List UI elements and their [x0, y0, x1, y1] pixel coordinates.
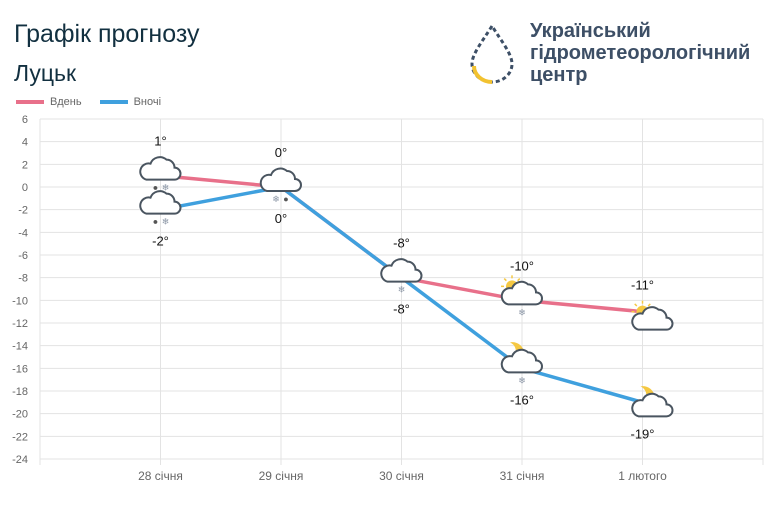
data-label-day: -10° — [510, 258, 534, 273]
moon-cloud-icon — [631, 386, 674, 418]
y-tick-label: -8 — [18, 273, 28, 285]
x-tick-label: 30 січня — [379, 469, 424, 483]
snowflake-icon: ❄ — [272, 194, 280, 204]
x-tick-label: 31 січня — [500, 469, 545, 483]
y-tick-label: -4 — [18, 227, 28, 239]
y-tick-label: -12 — [12, 318, 28, 330]
data-label-night: 0° — [275, 211, 287, 226]
data-label-day: -8° — [393, 236, 410, 251]
y-tick-label: 4 — [22, 137, 28, 149]
org-line: центр — [530, 64, 588, 86]
cloud-rain-snow-icon: ● ❄ — [139, 190, 182, 227]
y-tick-label: 6 — [22, 114, 28, 126]
snowflake-icon: ❄ — [398, 285, 406, 295]
x-tick-label: 29 січня — [259, 469, 304, 483]
cloud-icon — [139, 190, 182, 215]
drop-icon: ● — [283, 194, 288, 204]
snowflake-icon: ❄ — [518, 375, 526, 385]
cloud-snow-rain-icon: ❄ ● — [259, 167, 302, 204]
cloud-icon — [259, 167, 302, 192]
y-tick-label: -24 — [12, 454, 28, 466]
y-tick-label: 2 — [22, 159, 28, 171]
org-name: Український гідрометеорологічний центр — [530, 20, 750, 86]
legend-swatch-night[interactable] — [99, 100, 128, 104]
sun-ray — [503, 278, 507, 282]
x-tick-label: 28 січня — [138, 469, 183, 483]
cloud-snow-icon: ❄ — [380, 258, 423, 295]
legend-label-night[interactable]: Вночі — [133, 96, 162, 108]
ugmc-logo — [470, 24, 514, 84]
data-label-day: 1° — [154, 134, 166, 149]
snowflake-icon: ❄ — [162, 183, 170, 193]
drop-icon: ● — [153, 183, 158, 193]
y-tick-label: -6 — [18, 250, 28, 262]
y-tick-label: -10 — [12, 295, 28, 307]
y-tick-label: -20 — [12, 409, 28, 421]
legend-swatch-day[interactable] — [16, 100, 44, 104]
cloud-icon — [631, 306, 674, 331]
y-tick-label: -2 — [18, 205, 28, 217]
snowflake-icon: ❄ — [162, 217, 170, 227]
data-label-night: -8° — [393, 302, 410, 317]
legend-label-day[interactable]: Вдень — [50, 96, 82, 108]
legend: Вдень Вночі — [16, 96, 161, 108]
data-label-day: -11° — [631, 278, 654, 293]
y-tick-label: 0 — [22, 182, 28, 194]
cloud-icon — [500, 280, 543, 306]
cloud-icon — [500, 348, 543, 374]
city-name: Луцьк — [14, 60, 77, 86]
y-tick-label: -14 — [12, 341, 28, 353]
cloud-icon — [380, 258, 423, 283]
org-line: Український — [530, 20, 651, 42]
cloud-icon — [139, 156, 182, 181]
y-tick-label: -16 — [12, 363, 28, 375]
sun-ray — [517, 278, 521, 282]
y-tick-label: -18 — [12, 386, 28, 398]
sun-ray — [634, 303, 638, 307]
cloud-icon — [631, 392, 674, 418]
data-label-night: -2° — [152, 234, 169, 249]
y-tick-label: -22 — [12, 431, 28, 443]
cloud-rain-snow-icon: ● ❄ — [139, 156, 182, 193]
snowflake-icon: ❄ — [518, 307, 526, 317]
sun-cloud-icon — [631, 300, 674, 331]
org-line: гідрометеорологічний — [530, 42, 751, 64]
sun-ray — [647, 303, 651, 307]
data-label-night: -19° — [631, 426, 655, 441]
page-title: Графік прогнозу — [14, 20, 200, 48]
sun-cloud-snow-icon: ❄ — [500, 275, 543, 317]
moon-cloud-snow-icon: ❄ — [500, 342, 543, 385]
data-label-day: 0° — [275, 145, 287, 160]
drop-icon: ● — [153, 217, 158, 227]
data-label-night: -16° — [510, 392, 534, 407]
x-tick-label: 1 лютого — [618, 469, 667, 483]
